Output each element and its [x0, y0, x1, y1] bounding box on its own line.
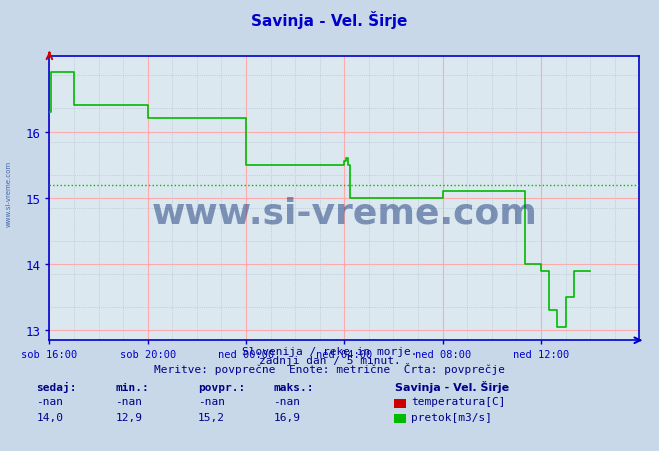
- Text: www.si-vreme.com: www.si-vreme.com: [5, 161, 12, 227]
- Text: Savinja - Vel. Širje: Savinja - Vel. Širje: [251, 11, 408, 29]
- Text: Savinja - Vel. Širje: Savinja - Vel. Širje: [395, 380, 509, 392]
- Text: min.:: min.:: [115, 382, 149, 392]
- Text: 16,9: 16,9: [273, 412, 301, 422]
- Text: 15,2: 15,2: [198, 412, 225, 422]
- Text: maks.:: maks.:: [273, 382, 314, 392]
- Text: Slovenija / reke in morje.: Slovenija / reke in morje.: [242, 346, 417, 356]
- Text: pretok[m3/s]: pretok[m3/s]: [411, 412, 492, 422]
- Text: Meritve: povprečne  Enote: metrične  Črta: povprečje: Meritve: povprečne Enote: metrične Črta:…: [154, 362, 505, 374]
- Text: 14,0: 14,0: [36, 412, 63, 422]
- Text: sedaj:: sedaj:: [36, 381, 76, 392]
- Text: zadnji dan / 5 minut.: zadnji dan / 5 minut.: [258, 355, 401, 365]
- Text: 12,9: 12,9: [115, 412, 142, 422]
- Text: povpr.:: povpr.:: [198, 382, 245, 392]
- Text: -nan: -nan: [36, 396, 63, 406]
- Text: www.si-vreme.com: www.si-vreme.com: [152, 196, 537, 230]
- Text: temperatura[C]: temperatura[C]: [411, 396, 505, 406]
- Text: -nan: -nan: [273, 396, 301, 406]
- Text: -nan: -nan: [115, 396, 142, 406]
- Text: -nan: -nan: [198, 396, 225, 406]
